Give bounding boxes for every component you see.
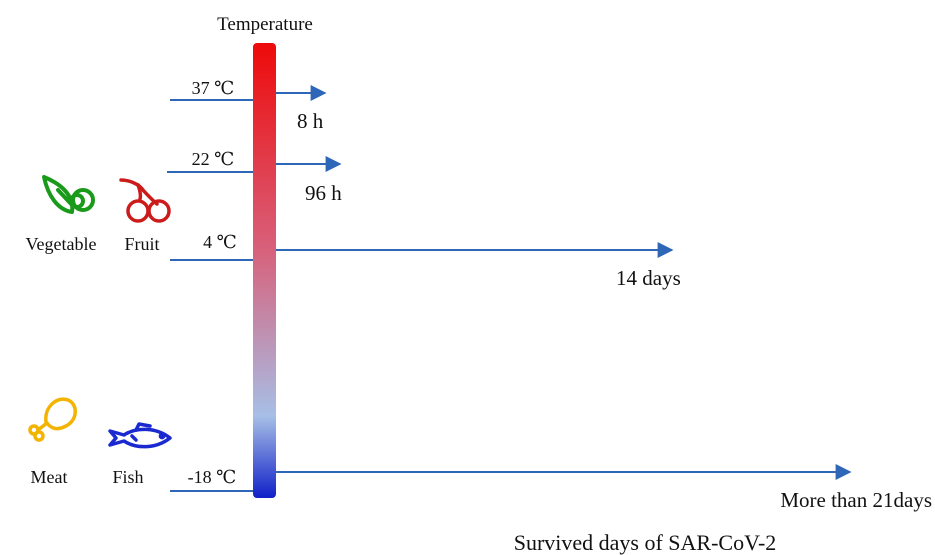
cherry-icon — [119, 178, 171, 223]
level-4: 4 ℃ 14 days — [170, 232, 681, 290]
duration-label: 14 days — [616, 266, 681, 290]
drumstick-icon — [28, 397, 77, 442]
food-label-meat: Meat — [31, 467, 68, 487]
vegetable-icon — [42, 175, 95, 214]
duration-label: 96 h — [305, 181, 342, 205]
level-37: 37 ℃ 8 h — [170, 78, 327, 133]
temperature-bar — [253, 43, 276, 498]
food-label-fruit: Fruit — [124, 234, 159, 254]
duration-label: 8 h — [297, 109, 324, 133]
fish-icon — [108, 422, 172, 449]
chart-title: Temperature — [217, 14, 313, 35]
food-label-vegetable: Vegetable — [26, 234, 97, 254]
level-22: 22 ℃ 96 h — [167, 149, 342, 205]
temp-label: 4 ℃ — [203, 232, 237, 252]
food-label-fish: Fish — [112, 467, 143, 487]
level-minus-18: -18 ℃ More than 21days — [170, 464, 932, 512]
temp-label: 22 ℃ — [192, 149, 235, 169]
temp-label: -18 ℃ — [188, 467, 237, 487]
temp-label: 37 ℃ — [192, 78, 235, 98]
x-caption: Survived days of SAR-CoV-2 — [514, 530, 777, 555]
duration-label: More than 21days — [780, 488, 932, 512]
